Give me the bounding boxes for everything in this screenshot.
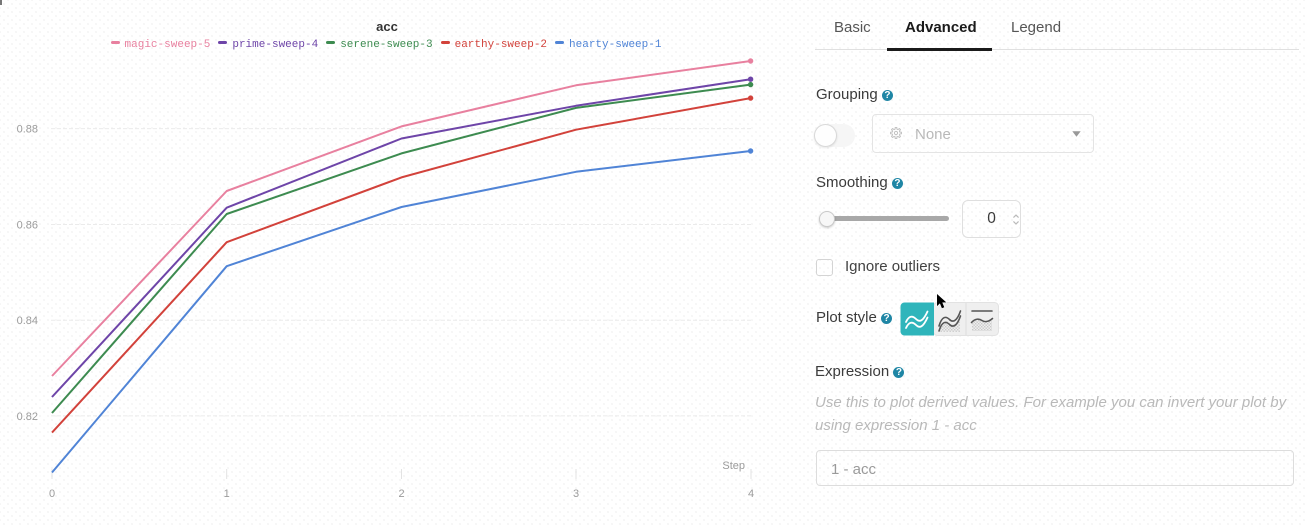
svg-text:0.82: 0.82 [17, 411, 38, 423]
svg-text:0.84: 0.84 [17, 315, 38, 327]
svg-text:0.86: 0.86 [17, 219, 38, 231]
svg-text:3: 3 [573, 488, 579, 500]
svg-text:0.88: 0.88 [17, 124, 38, 136]
svg-text:0: 0 [49, 488, 55, 500]
svg-text:2: 2 [398, 488, 404, 500]
svg-text:4: 4 [748, 488, 754, 500]
svg-text:Step: Step [722, 460, 745, 472]
svg-text:1: 1 [224, 488, 230, 500]
